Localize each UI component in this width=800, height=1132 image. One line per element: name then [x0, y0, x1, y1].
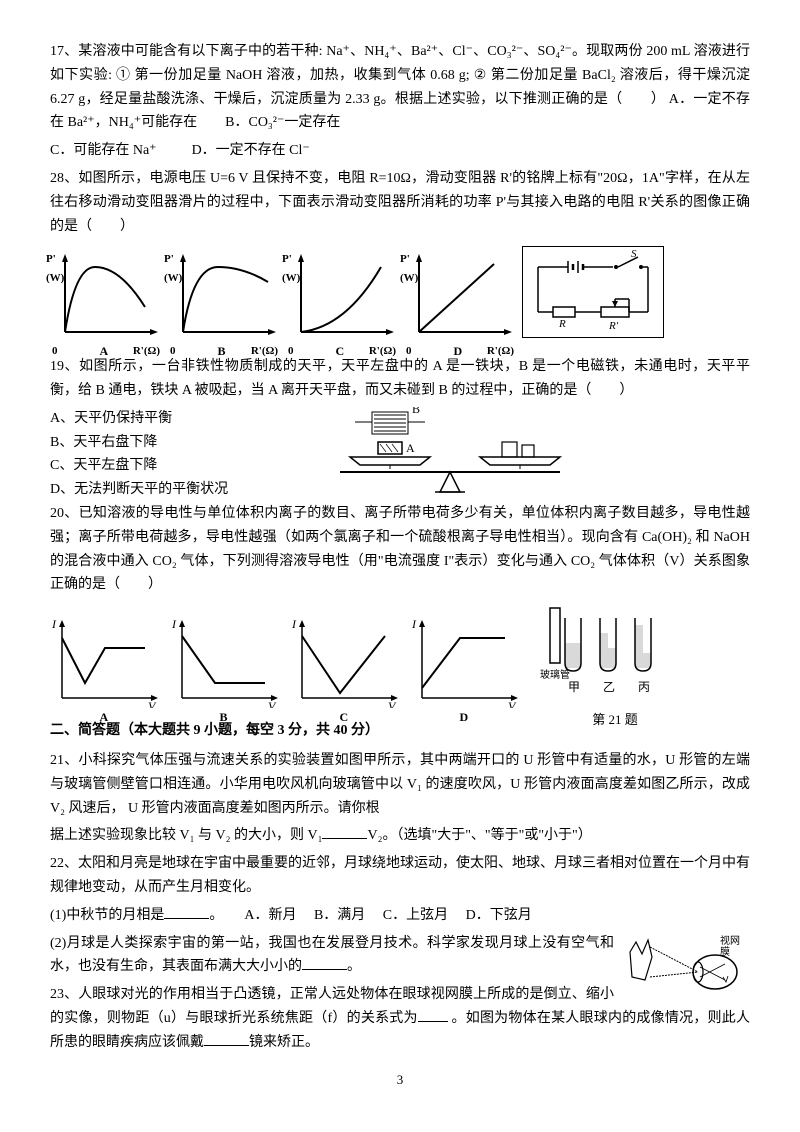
balance-figure: B A	[310, 407, 580, 497]
q17-optC: C．可能存在 Na⁺	[50, 143, 157, 158]
question-19: 19、如图所示，一台非铁性物质制成的天平，天平左盘中的 A 是一铁块，B 是一个…	[50, 355, 750, 403]
blank-lens[interactable]	[204, 1031, 249, 1046]
q19-options: A、天平仍保持平衡 B、天平右盘下降 C、天平左盘下降 D、无法判断天平的平衡状…	[50, 407, 310, 502]
ylabel: P'(W)	[46, 250, 64, 287]
question-21: 21、小科探究气体压强与流速关系的实验装置如图甲所示，其中两端开口的 U 形管中…	[50, 749, 750, 820]
q21-caption: 第 21 题	[540, 709, 690, 731]
xlabel: R'(Ω)	[251, 342, 278, 361]
q19-optC: C、天平左盘下降	[50, 454, 310, 478]
letter-D: D	[454, 341, 463, 361]
q28-text: 28、如图所示，电源电压 U=6 V 且保持不变，电阻 R=10Ω，滑动变阻器 …	[50, 171, 750, 234]
q20-graph-C: I V C	[290, 618, 400, 713]
q20-graphs-row: I V A I V B I V C	[50, 603, 750, 713]
svg-text:V: V	[268, 699, 277, 708]
q20-graph-D: I V D	[410, 618, 520, 713]
svg-text:V: V	[388, 699, 397, 708]
A-label: A	[406, 441, 415, 455]
q22-optD: D．下弦月	[466, 908, 532, 923]
xlabel: R'(Ω)	[133, 342, 160, 361]
page-number: 3	[50, 1069, 750, 1091]
q22-optB: B．满月	[314, 908, 365, 923]
svg-text:玻璃管: 玻璃管	[540, 668, 570, 681]
eye-figure: 视网 膜	[620, 932, 750, 1007]
curve-hump-decay	[50, 252, 160, 342]
origin: 0	[52, 342, 58, 361]
q28-graph-C: P'(W) 0 C R'(Ω)	[286, 252, 396, 347]
letter-B: B	[218, 341, 226, 361]
q22-end: 。	[347, 959, 361, 974]
letter-A: A	[100, 707, 109, 727]
svg-text:V: V	[148, 699, 157, 708]
switch-label: S	[631, 248, 637, 260]
blank-moon-phase[interactable]	[164, 904, 209, 919]
blank-crater[interactable]	[302, 955, 347, 970]
q28-graph-A: P'(W) 0 A R'(Ω)	[50, 252, 160, 347]
q19-optD: D、无法判断天平的平衡状况	[50, 478, 310, 502]
q28-circuit: S R R'	[522, 246, 664, 347]
q21-text2: 据上述实验现象比较 V₁ 与 V₂ 的大小，则 V₁	[50, 828, 322, 843]
q21-utube-figure: 玻璃管 甲 乙 丙 第 21 题	[540, 603, 690, 713]
svg-text:丙: 丙	[638, 680, 650, 694]
B-label: B	[412, 407, 420, 416]
q19-text: 19、如图所示，一台非铁性物质制成的天平，天平左盘中的 A 是一铁块，B 是一个…	[50, 359, 750, 398]
q19-optA: A、天平仍保持平衡	[50, 407, 310, 431]
origin: 0	[170, 342, 176, 361]
q22-part1: (1)中秋节的月相是	[50, 908, 164, 923]
Rprime-label: R'	[608, 320, 619, 332]
q23-text3: 镜来矫正。	[249, 1035, 319, 1050]
question-20: 20、已知溶液的导电性与单位体积内离子的数目、离子所带电荷多少有关，单位体积内离…	[50, 502, 750, 597]
origin: 0	[288, 342, 294, 361]
blank-v1v2[interactable]	[322, 824, 367, 839]
q28-graph-D: P'(W) 0 D R'(Ω)	[404, 252, 514, 347]
svg-text:I: I	[411, 618, 417, 631]
letter-C: C	[340, 707, 349, 727]
q28-graphs-row: P'(W) 0 A R'(Ω) P'(W) 0 B R'(Ω) P'(W)	[50, 246, 750, 347]
svg-text:甲: 甲	[568, 680, 580, 694]
svg-text:乙: 乙	[603, 680, 615, 694]
q22-text: 22、太阳和月亮是地球在宇宙中最重要的近邻，月球绕地球运动，使太阳、地球、月球三…	[50, 856, 750, 895]
q19-row: A、天平仍保持平衡 B、天平右盘下降 C、天平左盘下降 D、无法判断天平的平衡状…	[50, 407, 750, 502]
q21-line2: 据上述实验现象比较 V₁ 与 V₂ 的大小，则 V₁ V₂。（选填"大于"、"等于…	[50, 824, 750, 848]
xlabel: R'(Ω)	[487, 342, 514, 361]
letter-C: C	[336, 341, 345, 361]
origin: 0	[406, 342, 412, 361]
question-22: 22、太阳和月亮是地球在宇宙中最重要的近邻，月球绕地球运动，使太阳、地球、月球三…	[50, 852, 750, 900]
curve-linear-up	[404, 252, 514, 342]
q19-optB: B、天平右盘下降	[50, 431, 310, 455]
q20-graph-B: I V B	[170, 618, 280, 713]
svg-text:V: V	[508, 699, 517, 708]
xlabel: R'(Ω)	[369, 342, 396, 361]
letter-B: B	[220, 707, 228, 727]
svg-text:I: I	[291, 618, 297, 631]
ylabel: P'(W)	[282, 250, 300, 287]
curve-concave-up	[286, 252, 396, 342]
blank-uf[interactable]	[418, 1007, 448, 1022]
letter-D: D	[460, 707, 469, 727]
q20-graph-A: I V A	[50, 618, 160, 713]
question-17: 17、某溶液中可能含有以下离子中的若干种: Na⁺、NH₄⁺、Ba²⁺、Cl⁻、…	[50, 40, 750, 135]
q17-optD: D．一定不存在 Cl⁻	[192, 143, 310, 158]
svg-text:I: I	[51, 618, 57, 631]
letter-A: A	[100, 341, 109, 361]
q20-text: 20、已知溶液的导电性与单位体积内离子的数目、离子所带电荷多少有关，单位体积内离…	[50, 506, 750, 592]
q17-opts-cd: C．可能存在 Na⁺ D．一定不存在 Cl⁻	[50, 139, 750, 163]
R-label: R	[558, 318, 566, 330]
curve-hump-plateau	[168, 252, 278, 342]
question-28: 28、如图所示，电源电压 U=6 V 且保持不变，电阻 R=10Ω，滑动变阻器 …	[50, 167, 750, 238]
q22-optA: A．新月	[244, 908, 296, 923]
q21-text: 21、小科探究气体压强与流速关系的实验装置如图甲所示，其中两端开口的 U 形管中…	[50, 753, 750, 816]
q28-graph-B: P'(W) 0 B R'(Ω)	[168, 252, 278, 347]
ylabel: P'(W)	[400, 250, 418, 287]
q21-text3: V₂。（选填"大于"、"等于"或"小于"）	[367, 828, 591, 843]
ylabel: P'(W)	[164, 250, 182, 287]
svg-text:视网: 视网	[720, 934, 740, 947]
svg-text:I: I	[171, 618, 177, 631]
q17-optB: B．CO₃²⁻一定存在	[225, 115, 340, 130]
q17-text: 17、某溶液中可能含有以下离子中的若干种: Na⁺、NH₄⁺、Ba²⁺、Cl⁻、…	[50, 44, 750, 107]
q22-optC: C．上弦月	[383, 908, 448, 923]
q22-part1-line: (1)中秋节的月相是。 A．新月 B．满月 C．上弦月 D．下弦月	[50, 904, 750, 928]
